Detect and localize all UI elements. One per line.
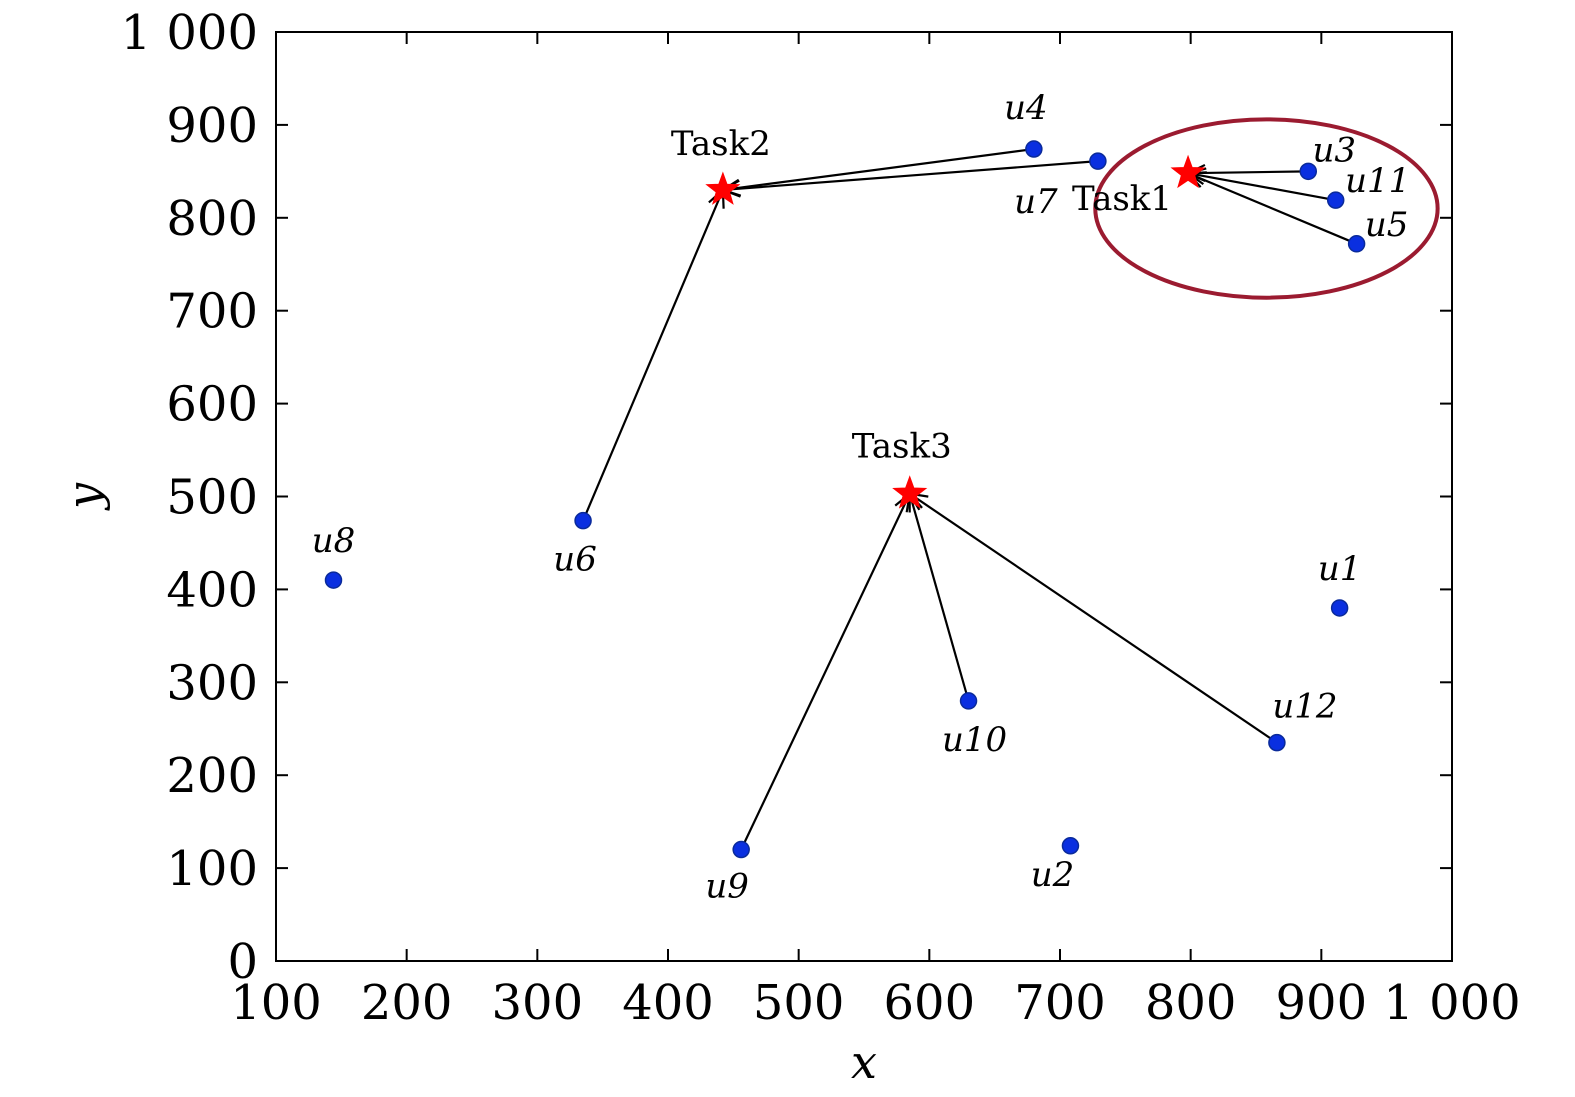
x-tick-label: 500 xyxy=(753,975,845,1031)
arrow-u10-to-Task3 xyxy=(910,494,970,702)
user-label-u3: u3 xyxy=(1313,130,1357,170)
user-point-u11 xyxy=(1326,191,1345,209)
y-tick-label: 900 xyxy=(166,98,258,154)
user-points xyxy=(324,140,1366,859)
assignment-arrows xyxy=(582,147,1358,850)
arrow-u3-to-Task1 xyxy=(1188,171,1309,173)
user-point-u8 xyxy=(324,571,343,589)
y-tick-label: 600 xyxy=(166,377,258,433)
y-tick-label: 800 xyxy=(166,191,258,247)
user-label-u2: u2 xyxy=(1031,855,1075,895)
user-point-u4 xyxy=(1025,140,1043,158)
user-point-u7 xyxy=(1089,152,1107,170)
arrow-u12-to-Task3 xyxy=(910,494,1278,744)
user-label-u6: u6 xyxy=(553,540,597,580)
y-tick-label: 200 xyxy=(166,748,258,804)
x-tick-label: 800 xyxy=(1145,975,1237,1031)
arrow-u5-to-Task1 xyxy=(1188,173,1358,245)
y-tick-labels: 0 100 200 300 400 500 600 700 800 900 1 000 xyxy=(121,5,258,990)
arrow-u11-to-Task1 xyxy=(1188,173,1336,202)
point-labels: u1 u2 u3 u4 u5 u6 u7 u8 u9 u10 u11 u12 Task1 Task2 Tas… xyxy=(312,88,1411,906)
y-tick-label: 300 xyxy=(166,655,258,711)
user-point-u6 xyxy=(574,511,592,530)
user-label-u10: u10 xyxy=(942,720,1007,760)
x-tick-label: 200 xyxy=(361,975,453,1031)
task-label-Task3: Task3 xyxy=(852,427,952,467)
x-tick-label: 600 xyxy=(884,975,976,1031)
user-point-u2 xyxy=(1061,837,1080,855)
user-label-u1: u1 xyxy=(1318,549,1362,589)
user-point-u9 xyxy=(732,840,750,859)
y-tick-label: 100 xyxy=(166,841,258,897)
y-tick-label: 500 xyxy=(166,470,258,526)
y-tick-label: 1 000 xyxy=(121,5,258,61)
y-tick-label: 700 xyxy=(166,284,258,340)
user-point-u3 xyxy=(1299,162,1318,181)
user-label-u11: u11 xyxy=(1345,161,1410,201)
arrow-u7-to-Task2 xyxy=(723,160,1098,190)
plot-area xyxy=(275,31,1453,962)
task-star-Task2 xyxy=(705,171,741,205)
task-label-Task1: Task1 xyxy=(1072,179,1172,219)
task-label-Task2: Task2 xyxy=(671,124,771,164)
highlight-ellipse xyxy=(1093,117,1440,300)
axis-ticks xyxy=(275,31,1453,962)
highlight-layer xyxy=(1093,117,1440,300)
task-star-Task1 xyxy=(1170,154,1206,189)
user-point-u1 xyxy=(1330,599,1349,617)
user-point-u12 xyxy=(1268,733,1286,752)
x-axis-label: x xyxy=(851,1035,877,1089)
x-tick-label: 300 xyxy=(492,975,584,1031)
user-label-u7: u7 xyxy=(1014,182,1058,222)
user-label-u8: u8 xyxy=(312,521,356,561)
x-tick-label: 100 xyxy=(230,975,322,1031)
y-tick-label: 0 xyxy=(227,934,258,990)
user-label-u9: u9 xyxy=(705,867,749,907)
user-label-u12: u12 xyxy=(1272,687,1337,727)
arrow-u4-to-Task2 xyxy=(723,147,1035,190)
arrow-u6-to-Task2 xyxy=(582,190,723,522)
x-tick-label: 700 xyxy=(1014,975,1106,1031)
x-tick-labels: 100 200 300 400 500 600 700 800 900 1 000 xyxy=(230,975,1521,1031)
user-point-u5 xyxy=(1347,235,1366,253)
x-tick-label: 400 xyxy=(622,975,714,1031)
y-tick-label: 400 xyxy=(166,562,258,618)
x-tick-label: 900 xyxy=(1276,975,1368,1031)
task-points xyxy=(705,154,1206,509)
user-label-u4: u4 xyxy=(1004,88,1048,128)
task-star-Task3 xyxy=(892,475,928,509)
user-label-u5: u5 xyxy=(1365,205,1409,245)
arrow-u9-to-Task3 xyxy=(740,494,910,850)
y-axis-label: y xyxy=(57,482,111,511)
x-tick-label: 1 000 xyxy=(1383,975,1520,1031)
user-point-u10 xyxy=(959,692,978,710)
